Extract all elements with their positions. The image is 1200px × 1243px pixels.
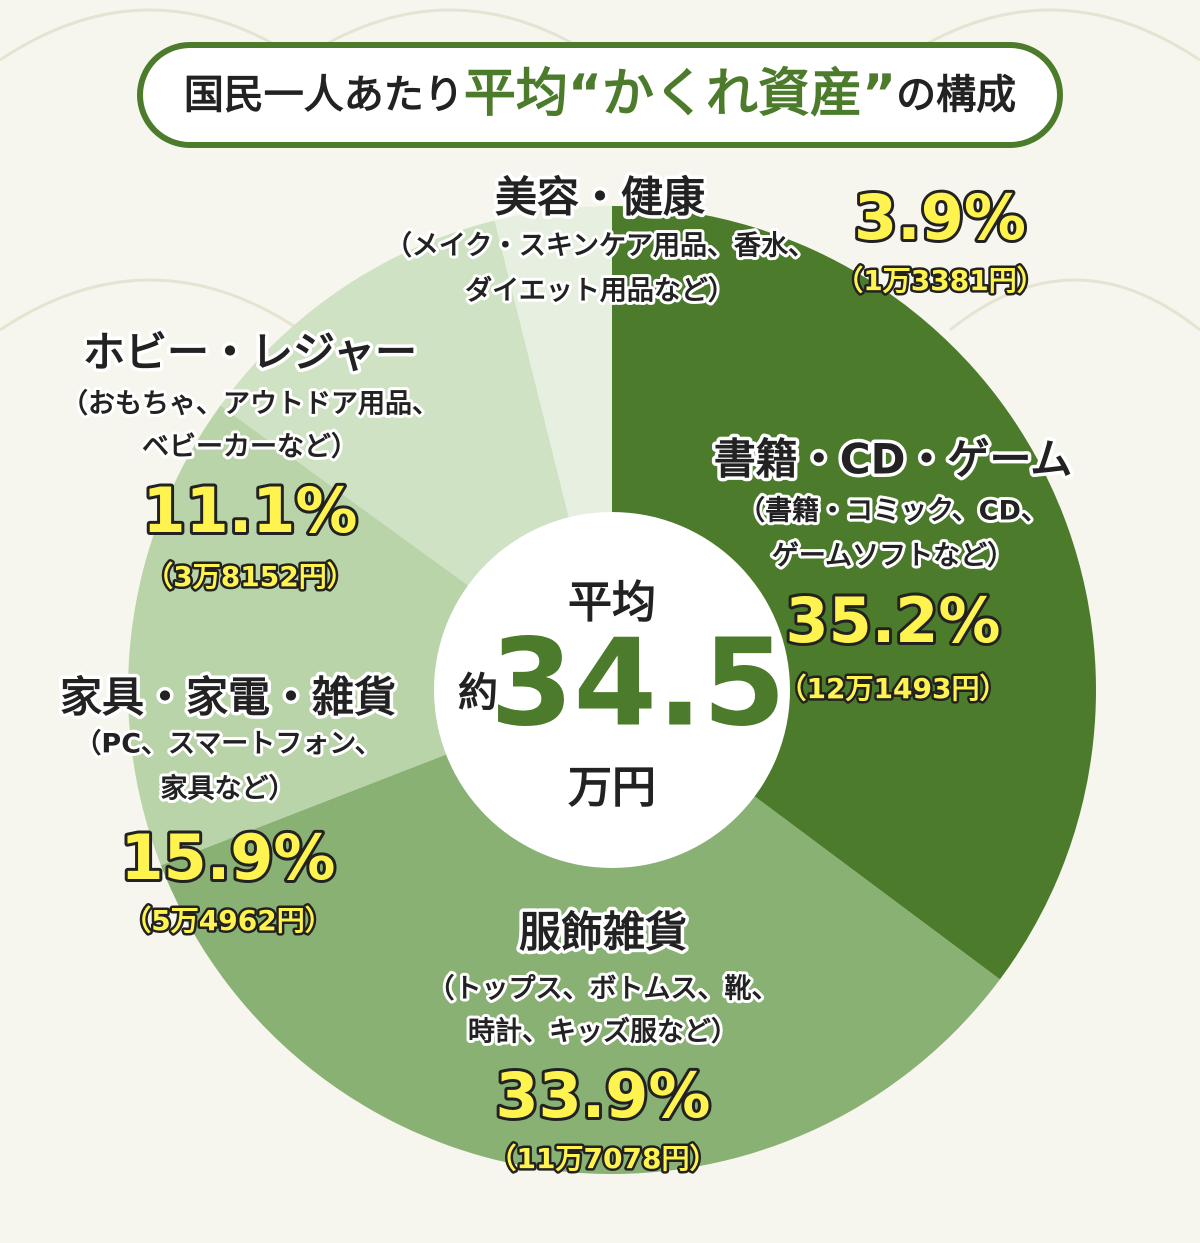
amount-label: （12万1493円） [779, 672, 1008, 705]
value-label: 3.9% [854, 181, 1026, 254]
category-label: 服飾雑貨 [519, 908, 687, 957]
amount-label: （11万7078円） [489, 1142, 718, 1175]
description: （PC、スマートフォン、 [74, 729, 381, 760]
category-label: 書籍・CD・ゲーム [714, 435, 1072, 484]
donut-hole [434, 512, 790, 868]
description: ゲームソフトなど） [772, 541, 1014, 572]
description: 時計、キッズ服など） [468, 1016, 738, 1048]
description: 家具など） [161, 773, 296, 805]
labels: 書籍・CD・ゲーム （書籍・コミック、CD、ゲームソフトなど） 35.2% （12万1… [56, 169, 1075, 1178]
category-label: ホビー・レジャー [83, 328, 417, 377]
description: （書籍・コミック、CD、 [738, 495, 1048, 527]
title-part: 平均“かくれ資産” [464, 64, 896, 124]
center-value: 34.5 [490, 615, 786, 754]
description: ダイエット用品など） [465, 275, 735, 307]
title-box [137, 42, 1063, 148]
center-unit: 万円 [568, 762, 656, 813]
amount-label: （5万4962円） [123, 904, 332, 937]
center-prefix: 約 [458, 670, 498, 716]
title-part: の構成 [896, 72, 1016, 118]
amount-label: （3万8152円） [145, 560, 354, 593]
center-label: 平均 [568, 577, 656, 628]
value-label: 11.1% [142, 474, 357, 547]
wedge [127, 405, 613, 866]
amount-label: （1万3381円） [835, 264, 1044, 297]
wedge [612, 206, 1096, 980]
category-label: 美容・健康 [495, 173, 705, 222]
value-label: 15.9% [120, 821, 335, 894]
description: （トップス、ボトムス、靴、 [428, 974, 779, 1005]
value-label: 35.2% [785, 584, 1000, 657]
title-part: 国民一人あたり [184, 72, 464, 118]
wedge [160, 690, 1000, 1174]
description: ベビーカーなど） [142, 432, 358, 463]
description: （メイク・スキンケア用品、香水、 [385, 231, 815, 262]
description: （おもちゃ、アウトドア用品、 [61, 389, 439, 420]
category-label: 家具・家電・雑貨 [60, 673, 396, 722]
chart-title: 国民一人あたり平均“かくれ資産”の構成 [184, 64, 1016, 124]
value-label: 33.9% [495, 1059, 710, 1132]
